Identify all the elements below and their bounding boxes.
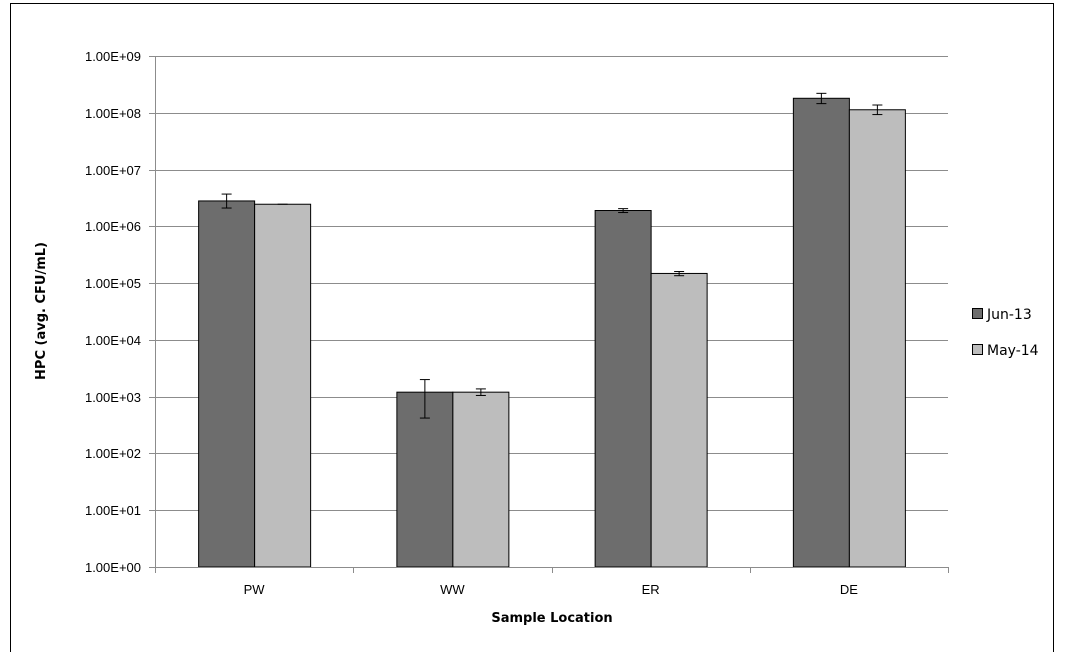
y-tick-label: 1.00E+06: [85, 219, 141, 234]
x-tick-label: PW: [244, 582, 266, 597]
y-tick-label: 1.00E+07: [85, 163, 141, 178]
bars: [198, 92, 906, 568]
bar-may-14-pw: [254, 203, 312, 568]
bar-jun-13-pw: [198, 200, 256, 568]
y-tick-label: 1.00E+05: [85, 276, 141, 291]
bar-may-14-er: [650, 272, 708, 568]
x-tick-label: ER: [642, 582, 660, 597]
y-tick-label: 1.00E+09: [85, 49, 141, 64]
y-tick-label: 1.00E+00: [85, 560, 141, 575]
bar-may-14-ww: [452, 391, 510, 568]
legend: Jun-13 May-14: [972, 307, 1039, 359]
y-tick-label: 1.00E+08: [85, 106, 141, 121]
chart-border: [10, 3, 1054, 652]
axes: 1.00E+00 1.00E+01 1.00E+02 1.00E+03 1.00E+04…: [85, 49, 949, 597]
x-tick-label: DE: [840, 582, 858, 597]
y-tick-label: 1.00E+03: [85, 390, 141, 405]
legend-label-may-14: May-14: [987, 343, 1039, 359]
y-axis-title: HPC (avg. CFU/mL): [34, 242, 49, 380]
x-axis-title: Sample Location: [491, 611, 612, 626]
legend-swatch-may-14: [972, 344, 983, 355]
legend-swatch-jun-13: [972, 308, 983, 319]
y-tick-label: 1.00E+04: [85, 333, 141, 348]
bar-may-14-de: [848, 109, 906, 568]
legend-label-jun-13: Jun-13: [986, 307, 1032, 323]
y-tick-label: 1.00E+02: [85, 446, 141, 461]
y-tick-label: 1.00E+01: [85, 503, 141, 518]
bar-jun-13-er: [594, 210, 652, 568]
x-tick-label: WW: [440, 582, 465, 597]
bar-jun-13-de: [792, 97, 850, 568]
